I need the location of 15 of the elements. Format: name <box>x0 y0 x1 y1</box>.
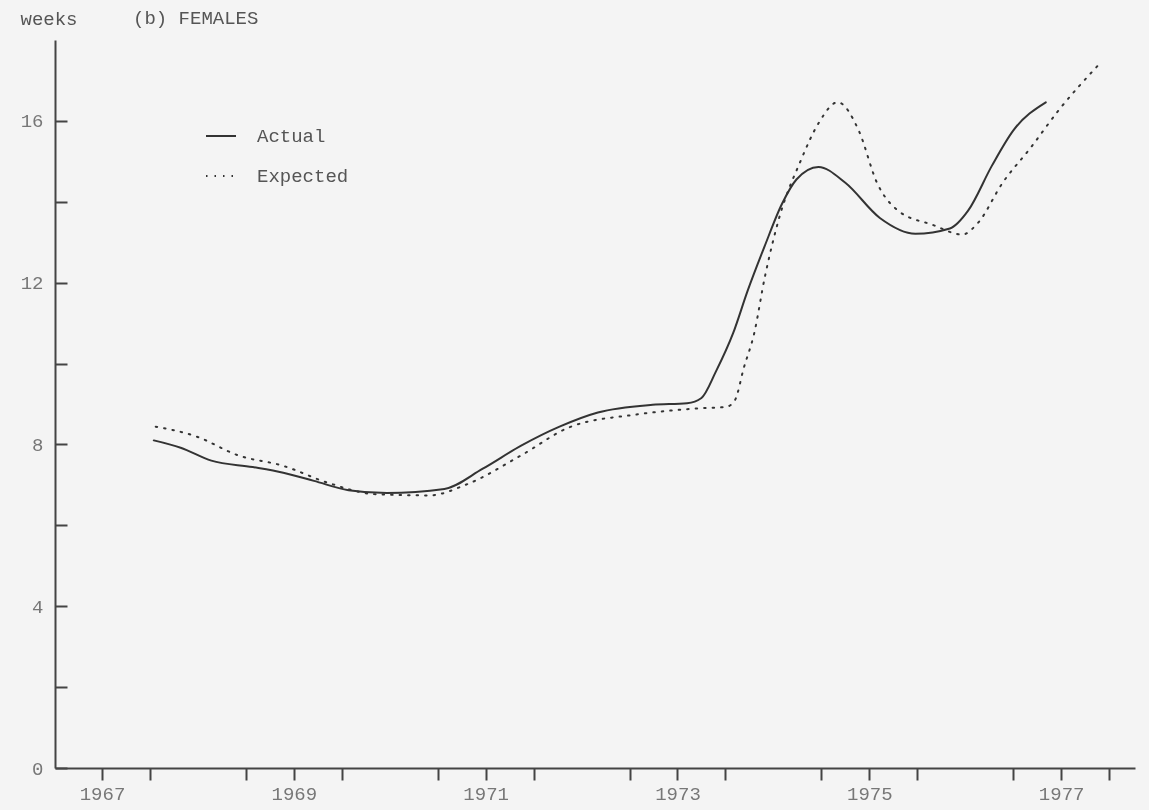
y-tick-label: 0 <box>32 758 44 781</box>
x-tick-label: 1967 <box>79 783 126 806</box>
y-tick-label: 8 <box>32 434 44 457</box>
x-tick-label: 1969 <box>271 783 318 806</box>
y-tick-label: 4 <box>32 596 44 619</box>
legend-label: Actual <box>257 126 326 148</box>
x-tick-label: 1973 <box>655 783 701 806</box>
x-tick-label: 1977 <box>1038 783 1085 806</box>
y-tick-label: 12 <box>20 273 44 296</box>
y-axis-title: weeks <box>20 8 78 31</box>
y-tick-label: 16 <box>20 111 44 134</box>
x-tick-label: 1975 <box>847 783 893 806</box>
legend-label: Expected <box>257 166 349 188</box>
x-tick-label: 1971 <box>463 783 509 806</box>
chart-title: (b) FEMALES <box>133 8 259 30</box>
